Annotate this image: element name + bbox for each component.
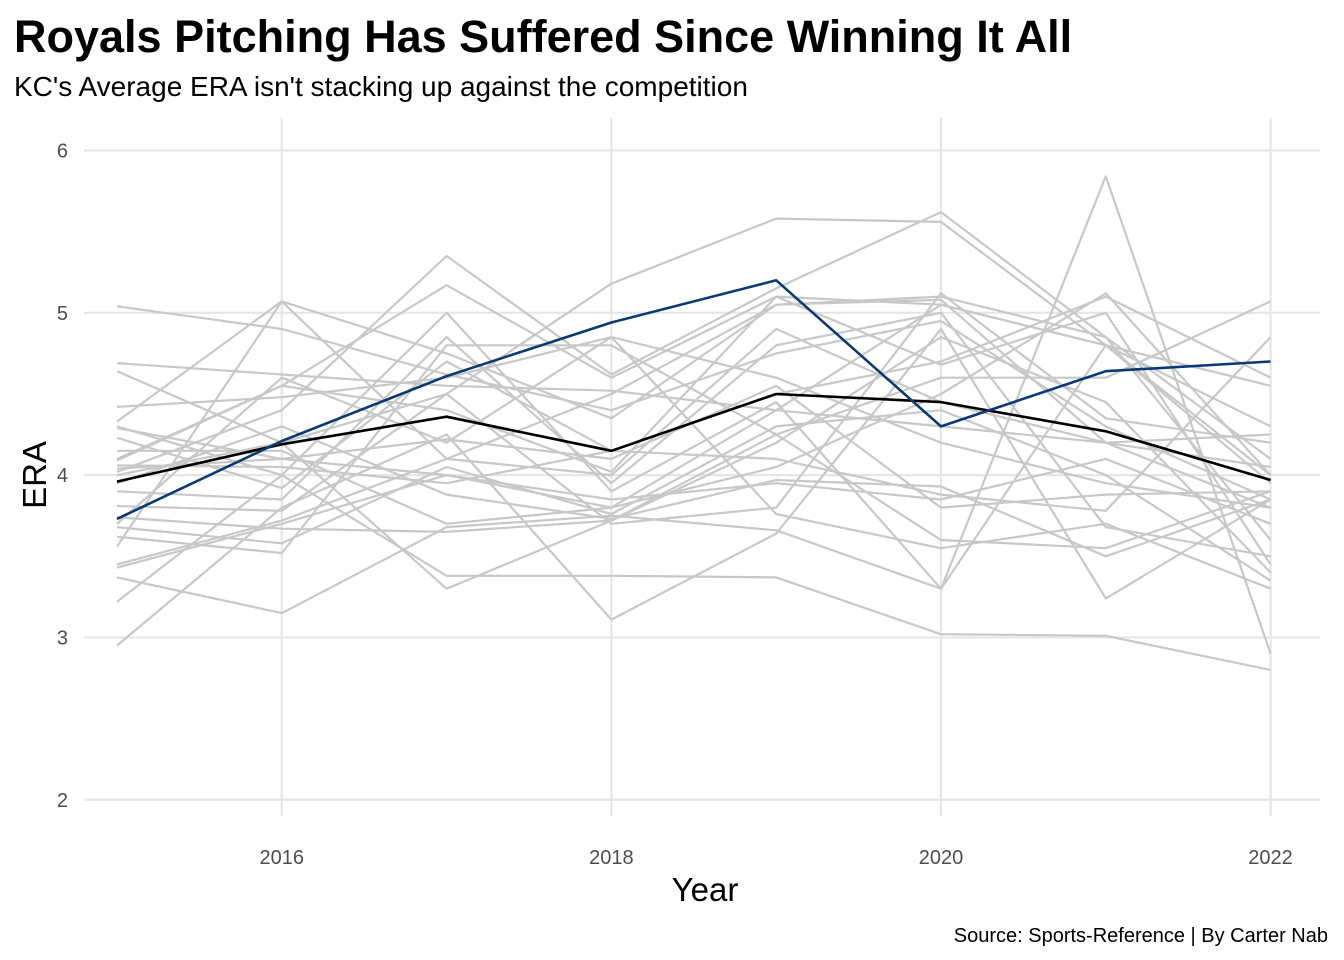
team-era-line: [116, 336, 1272, 512]
chart-subtitle: KC's Average ERA isn't stacking up again…: [14, 71, 748, 102]
team-era-line: [116, 409, 1272, 582]
team-era-line: [116, 211, 1272, 473]
x-axis-tick-labels: 2016 2018 2020 2022: [260, 847, 1293, 869]
team-era-line: [116, 175, 1272, 655]
team-era-line: [116, 292, 1271, 525]
y-axis-tick-labels: 2 3 4 5 6: [57, 140, 68, 811]
x-tick-label: 2020: [919, 847, 964, 869]
team-era-line: [116, 336, 1272, 590]
team-era-line: [116, 217, 1272, 485]
highlight-lines: [116, 279, 1271, 521]
team-era-line: [116, 300, 1272, 590]
y-axis-title: ERA: [16, 441, 53, 509]
team-era-line: [116, 305, 1272, 501]
y-tick-label: 3: [57, 627, 68, 649]
team-era-line: [116, 327, 1272, 647]
team-era-line: [116, 425, 1271, 558]
team-era-line: [116, 362, 1271, 469]
y-tick-label: 2: [57, 790, 68, 812]
x-tick-label: 2016: [260, 847, 305, 869]
x-tick-label: 2022: [1248, 847, 1293, 869]
team-era-line: [116, 292, 1272, 569]
x-tick-label: 2018: [589, 847, 634, 869]
team-era-line: [116, 300, 1271, 548]
team-era-line: [116, 344, 1271, 615]
team-era-line: [116, 344, 1271, 555]
team-era-line: [116, 426, 1272, 525]
team-era-line: [116, 311, 1271, 558]
royals-era-line: [116, 279, 1271, 521]
other-team-lines: [116, 175, 1272, 671]
team-era-line: [116, 295, 1272, 566]
league-average-era-line: [116, 392, 1271, 483]
chart-title: Royals Pitching Has Suffered Since Winni…: [14, 11, 1072, 62]
y-tick-label: 6: [57, 140, 68, 162]
team-era-line: [116, 336, 1272, 574]
x-axis-title: Year: [672, 871, 739, 908]
y-tick-label: 4: [57, 465, 68, 487]
team-era-line: [116, 298, 1272, 566]
chart-caption: Source: Sports-Reference | By Carter Nab: [954, 925, 1328, 947]
team-era-line: [116, 336, 1271, 509]
team-era-line: [116, 284, 1272, 462]
team-era-line: [116, 295, 1272, 541]
y-tick-label: 5: [57, 303, 68, 325]
